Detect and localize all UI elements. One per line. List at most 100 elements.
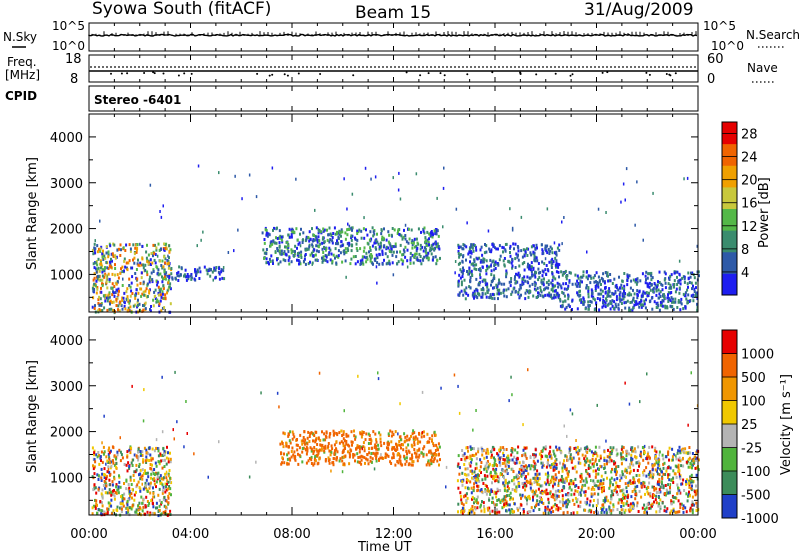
echo-cell bbox=[383, 227, 385, 231]
nave-point bbox=[402, 66, 404, 68]
echo-cell bbox=[406, 248, 409, 252]
echo-cell bbox=[337, 249, 340, 253]
echo-cell bbox=[103, 306, 106, 310]
echo-cell bbox=[430, 252, 433, 256]
echo-cell bbox=[108, 446, 111, 450]
echo-cell bbox=[509, 254, 512, 258]
echo-cell bbox=[375, 438, 378, 442]
echo-cell bbox=[149, 481, 152, 485]
echo-cell bbox=[461, 454, 464, 458]
echo-cell bbox=[143, 446, 146, 450]
echo-cell bbox=[517, 474, 519, 478]
echo-cell bbox=[682, 456, 684, 460]
echo-cell bbox=[461, 471, 464, 475]
echo-cell bbox=[123, 259, 126, 263]
echo-cell bbox=[371, 254, 373, 258]
echo-cell bbox=[626, 273, 629, 277]
echo-cell bbox=[396, 447, 399, 451]
echo-cell bbox=[155, 480, 158, 484]
echo-cell bbox=[481, 259, 484, 263]
echo-cell bbox=[209, 268, 212, 272]
echo-cell bbox=[651, 472, 654, 476]
echo-cell bbox=[416, 441, 419, 445]
echo-cell bbox=[686, 176, 689, 180]
freq-unit: [MHz] bbox=[5, 68, 40, 82]
nave-point bbox=[642, 66, 644, 68]
echo-cell bbox=[638, 489, 641, 493]
echo-cell bbox=[405, 240, 408, 244]
echo-cell bbox=[517, 249, 520, 253]
echo-cell bbox=[124, 265, 127, 269]
echo-cell bbox=[690, 478, 693, 482]
echo-cell bbox=[492, 276, 495, 280]
echo-cell bbox=[527, 247, 530, 251]
echo-cell bbox=[623, 295, 626, 299]
echo-cell bbox=[641, 272, 644, 276]
echo-cell bbox=[538, 508, 541, 511]
echo-cell bbox=[409, 258, 412, 262]
echo-cell bbox=[648, 445, 651, 449]
echo-cell bbox=[458, 291, 461, 295]
echo-cell bbox=[366, 257, 369, 261]
echo-cell bbox=[370, 460, 373, 464]
echo-cell bbox=[287, 258, 290, 262]
echo-cell bbox=[323, 446, 326, 450]
nave-tick-top: 60 bbox=[707, 52, 724, 67]
echo-cell bbox=[658, 496, 660, 499]
echo-cell bbox=[95, 270, 98, 274]
echo-cell bbox=[343, 444, 346, 448]
echo-cell bbox=[696, 244, 698, 248]
echo-cell bbox=[672, 481, 675, 484]
echo-cell bbox=[100, 303, 103, 307]
echo-cell bbox=[509, 251, 511, 254]
echo-cell bbox=[92, 284, 95, 288]
echo-cell bbox=[335, 432, 338, 435]
echo-cell bbox=[583, 457, 586, 461]
echo-cell bbox=[101, 309, 104, 312]
echo-cell bbox=[623, 289, 625, 293]
echo-cell bbox=[234, 174, 236, 178]
echo-cell bbox=[486, 291, 489, 294]
echo-cell bbox=[164, 293, 167, 297]
echo-cell bbox=[536, 295, 539, 299]
echo-cell bbox=[185, 278, 188, 282]
nave-point bbox=[202, 66, 204, 68]
echo-cell bbox=[99, 249, 102, 253]
nsky-panel: N.Sky 10^5 10^0 10^5 10^0 N.Search bbox=[3, 19, 800, 53]
echo-cell bbox=[332, 463, 335, 467]
echo-cell bbox=[110, 252, 113, 256]
nave-point bbox=[514, 66, 516, 68]
echo-cell bbox=[147, 504, 150, 507]
echo-cell bbox=[479, 273, 481, 277]
nave-dip-point bbox=[535, 73, 538, 76]
echo-cell bbox=[553, 465, 556, 469]
echo-cell bbox=[312, 439, 314, 443]
echo-cell bbox=[631, 446, 634, 450]
echo-cell bbox=[484, 483, 487, 487]
echo-cell bbox=[619, 474, 622, 478]
echo-cell bbox=[493, 297, 496, 301]
echo-cell bbox=[418, 252, 421, 256]
echo-cell bbox=[107, 507, 110, 511]
echo-cell bbox=[595, 283, 598, 287]
echo-cell bbox=[658, 450, 661, 454]
nave-dip-point bbox=[126, 72, 129, 75]
echo-cell bbox=[518, 481, 521, 485]
echo-cell bbox=[144, 459, 147, 463]
echo-cell bbox=[148, 501, 151, 505]
echo-cell bbox=[666, 507, 669, 511]
echo-cell bbox=[341, 455, 344, 459]
echo-cell bbox=[323, 240, 326, 244]
echo-cell bbox=[108, 491, 111, 495]
echo-cell bbox=[557, 494, 560, 498]
echo-cell bbox=[416, 258, 419, 262]
echo-cell bbox=[160, 295, 163, 299]
echo-cell bbox=[335, 261, 338, 265]
echo-cell bbox=[566, 274, 569, 278]
nave-point bbox=[654, 66, 656, 68]
echo-cell bbox=[469, 462, 472, 466]
echo-cell bbox=[420, 451, 423, 455]
echo-cell bbox=[484, 476, 487, 480]
echo-cell bbox=[627, 503, 630, 507]
echo-cell bbox=[368, 451, 371, 455]
